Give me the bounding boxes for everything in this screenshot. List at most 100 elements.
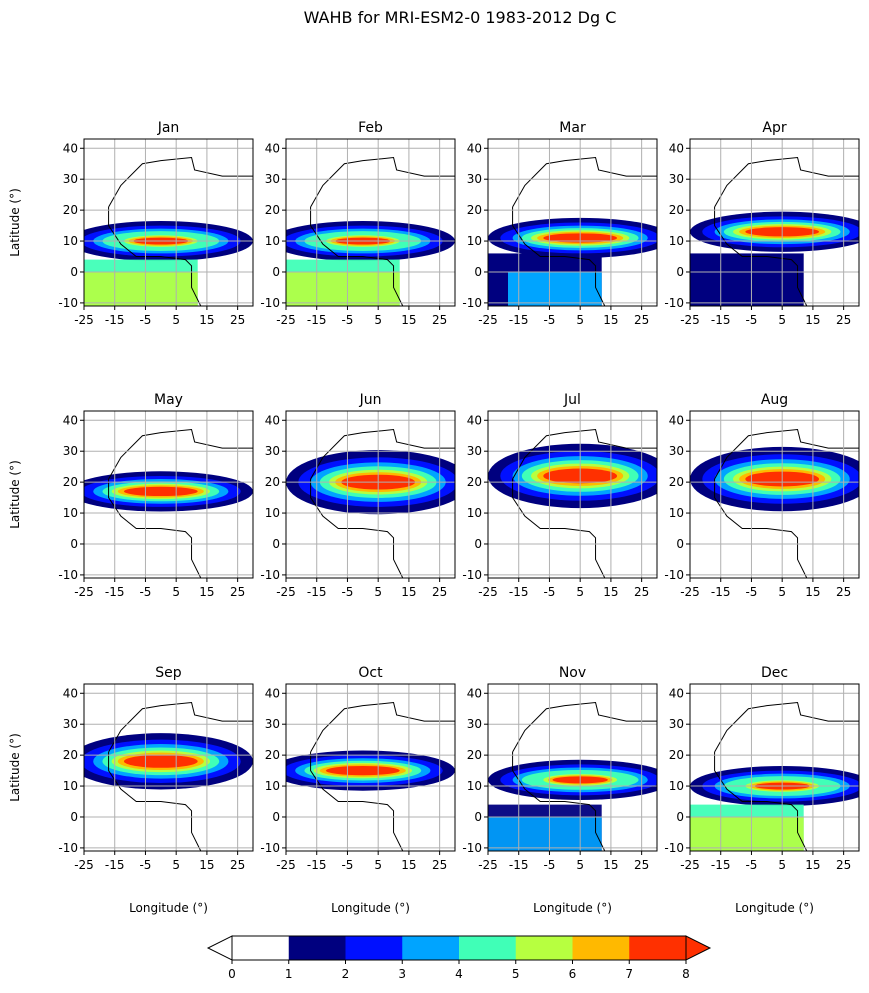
panel-frame [487,683,658,852]
ocean-band [690,253,804,306]
y-tick-label: 0 [272,537,280,551]
y-tick-label: 40 [467,141,482,155]
x-tick-label: 15 [603,313,618,327]
x-tick-label: 25 [836,313,851,327]
colorbar-tick-label: 0 [228,967,236,981]
y-tick-label: 40 [63,141,78,155]
colorbar-tick-label: 7 [625,967,633,981]
y-tick-label: 10 [265,506,280,520]
panel-oct: Oct -25 -15 -5 5 15 25 -10 0 10 20 30 40 [260,665,456,872]
panel-aug: Aug -25 -15 -5 5 15 25 -10 0 10 20 30 40 [664,392,860,599]
panel-frame [285,410,456,579]
col-labels: Longitude (°) Longitude (°) Longitude (°) L… [129,901,814,915]
panel-title: Jun [359,392,382,408]
panel-frame [285,683,456,852]
y-tick-label: -10 [664,841,684,855]
ocean-band-inner [690,816,804,851]
x-tick-label: -15 [711,585,731,599]
colorbar-extend-min [206,935,233,961]
y-tick-label: 20 [265,748,280,762]
x-tick-label: -15 [509,585,529,599]
x-tick-label: -25 [74,313,94,327]
row-labels: Latitude (°) Latitude (°) Latitude (°) [8,188,22,802]
coastline [714,207,808,306]
y-tick-label: 10 [669,234,684,248]
coastline [714,479,808,578]
colorbar-tick-label: 1 [285,967,293,981]
panel-frame [689,683,860,852]
colorbar-segment [232,936,290,960]
y-tick-label: 20 [63,203,78,217]
heatmap-field [690,211,859,306]
y-axis-label: Latitude (°) [8,733,22,802]
y-tick-label: 10 [63,234,78,248]
x-tick-label: 15 [603,585,618,599]
panel-frame [487,138,658,307]
panel-apr: Apr -25 -15 -5 5 15 25 -10 0 10 20 30 40 [664,120,860,327]
x-tick-label: -15 [711,858,731,872]
x-tick-label: 5 [778,585,786,599]
y-tick-label: 30 [467,172,482,186]
y-tick-label: 40 [669,413,684,427]
x-tick-label: 5 [374,858,382,872]
x-tick-label: 15 [603,858,618,872]
coastline [108,207,202,306]
y-tick-label: 40 [63,413,78,427]
panel-title: Dec [761,665,788,681]
x-axis-label: Longitude (°) [331,901,410,915]
coastline [512,207,606,306]
coastline [512,752,606,851]
y-tick-label: -10 [260,841,280,855]
x-axis-label: Longitude (°) [129,901,208,915]
x-tick-label: 25 [836,858,851,872]
x-tick-label: -25 [680,858,700,872]
panel-title: Jan [157,120,180,136]
panel-jun: Jun -25 -15 -5 5 15 25 -10 0 10 20 30 40 [260,392,456,599]
y-tick-label: 40 [265,141,280,155]
y-tick-label: 10 [669,506,684,520]
panel-frame [487,410,658,579]
y-tick-label: 20 [669,475,684,489]
y-tick-label: -10 [58,841,78,855]
y-tick-label: 0 [272,810,280,824]
x-tick-label: -25 [680,313,700,327]
ocean-band-inner [84,271,198,306]
colorbar-tick-label: 8 [682,967,690,981]
colorbar-segment [515,936,573,960]
y-tick-label: 30 [669,172,684,186]
x-tick-label: -15 [711,313,731,327]
x-tick-label: -25 [478,858,498,872]
contour-level-7 [123,486,198,497]
panel-title: Sep [155,665,182,681]
y-tick-label: -10 [260,296,280,310]
y-tick-label: 30 [63,444,78,458]
x-axis-label: Longitude (°) [735,901,814,915]
x-tick-label: -25 [276,585,296,599]
panels: Jan -25 -15 -5 5 15 25 -10 0 10 20 30 40 Feb -25 -15 -5 5… [58,120,860,872]
x-tick-label: -5 [543,313,555,327]
x-tick-label: 25 [432,313,447,327]
x-tick-label: 25 [432,858,447,872]
colorbar-tick-label: 2 [342,967,350,981]
y-tick-label: 20 [467,748,482,762]
y-tick-label: 30 [669,717,684,731]
x-tick-label: -15 [307,313,327,327]
x-tick-label: 5 [374,313,382,327]
x-tick-label: -25 [276,313,296,327]
x-tick-label: 5 [576,585,584,599]
colorbar-tick-label: 6 [569,967,577,981]
y-tick-label: -10 [58,296,78,310]
ocean-band-inner [286,271,400,306]
y-tick-label: -10 [462,568,482,582]
panel-title: Oct [358,665,383,681]
y-tick-label: 0 [272,265,280,279]
panel-title: Jul [563,392,581,408]
panel-title: Nov [559,665,586,681]
x-tick-label: 5 [172,858,180,872]
panel-title: May [154,392,183,408]
y-tick-label: 20 [669,203,684,217]
y-tick-label: -10 [462,296,482,310]
coastline [108,479,202,578]
coastline [714,752,808,851]
